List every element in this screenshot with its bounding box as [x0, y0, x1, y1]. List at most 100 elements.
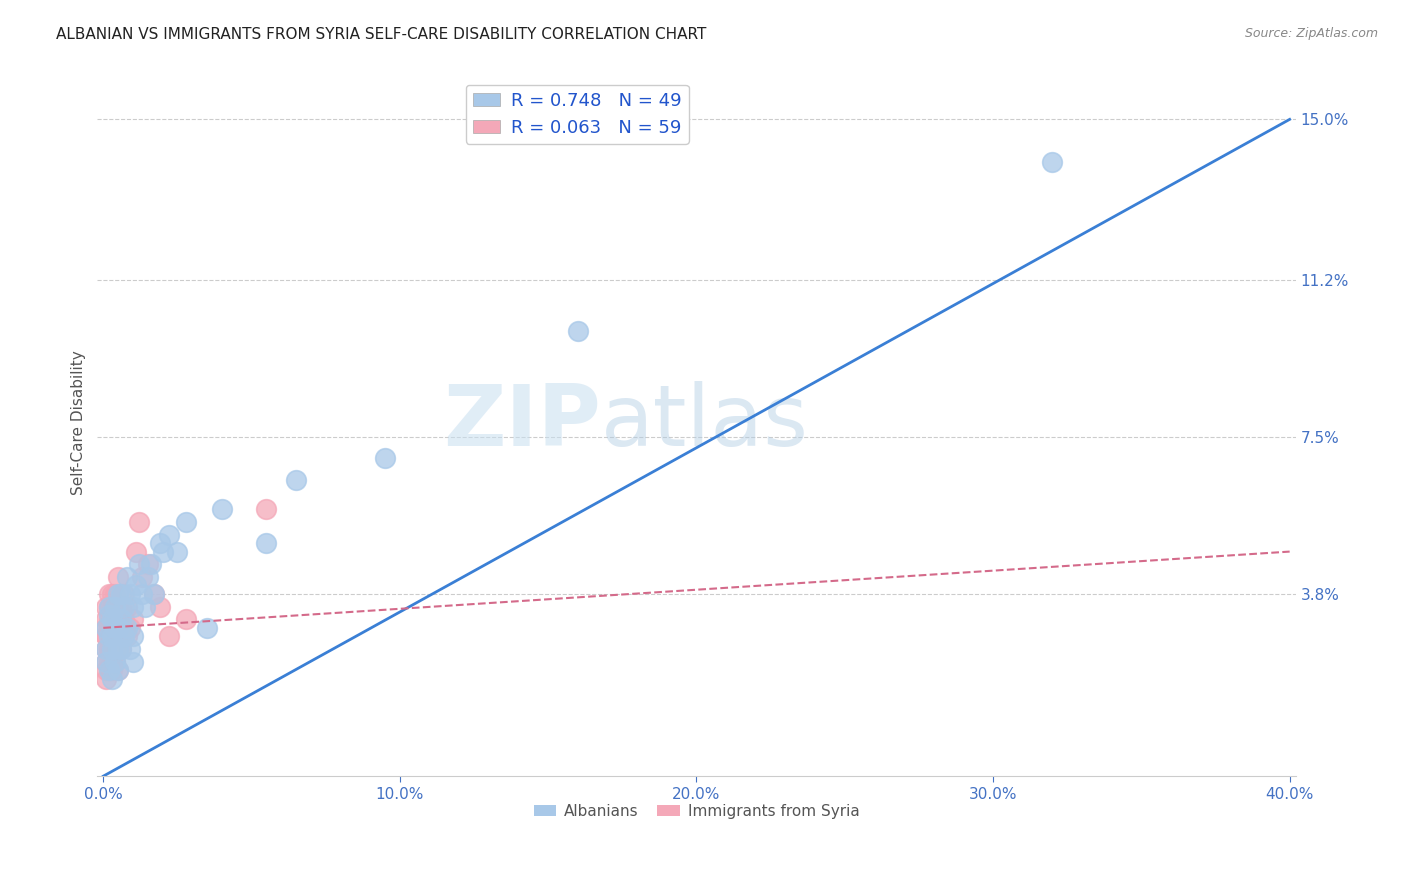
Text: Source: ZipAtlas.com: Source: ZipAtlas.com — [1244, 27, 1378, 40]
Point — [374, 451, 396, 466]
Point — [104, 599, 127, 614]
Point — [112, 629, 135, 643]
Point — [104, 655, 127, 669]
Point — [101, 587, 124, 601]
Point — [110, 612, 132, 626]
Point — [115, 629, 138, 643]
Point — [107, 663, 129, 677]
Text: atlas: atlas — [600, 381, 808, 464]
Point — [98, 663, 121, 677]
Point — [122, 655, 145, 669]
Point — [107, 570, 129, 584]
Point — [98, 621, 121, 635]
Point — [104, 621, 127, 635]
Point — [107, 587, 129, 601]
Point — [104, 612, 127, 626]
Point — [98, 612, 121, 626]
Point — [152, 544, 174, 558]
Point — [107, 629, 129, 643]
Point — [107, 642, 129, 657]
Point — [122, 599, 145, 614]
Point — [101, 629, 124, 643]
Point — [149, 599, 172, 614]
Point — [98, 599, 121, 614]
Point — [122, 629, 145, 643]
Point — [112, 612, 135, 626]
Point — [98, 599, 121, 614]
Point — [115, 621, 138, 635]
Point — [101, 642, 124, 657]
Point — [98, 663, 121, 677]
Point — [195, 621, 218, 635]
Point — [128, 515, 150, 529]
Point — [110, 642, 132, 657]
Point — [139, 558, 162, 572]
Point — [112, 599, 135, 614]
Point — [254, 502, 277, 516]
Point — [118, 587, 141, 601]
Point — [104, 587, 127, 601]
Point — [98, 642, 121, 657]
Point — [104, 655, 127, 669]
Point — [104, 599, 127, 614]
Point — [142, 587, 165, 601]
Point — [166, 544, 188, 558]
Point — [101, 655, 124, 669]
Point — [101, 672, 124, 686]
Point — [104, 629, 127, 643]
Point — [101, 621, 124, 635]
Point — [101, 612, 124, 626]
Point — [176, 515, 198, 529]
Point — [149, 536, 172, 550]
Point — [115, 570, 138, 584]
Point — [96, 621, 118, 635]
Point — [136, 570, 159, 584]
Point — [98, 642, 121, 657]
Point — [110, 599, 132, 614]
Legend: Albanians, Immigrants from Syria: Albanians, Immigrants from Syria — [527, 798, 866, 825]
Point — [125, 578, 148, 592]
Point — [122, 612, 145, 626]
Point — [101, 612, 124, 626]
Point — [254, 536, 277, 550]
Point — [98, 629, 121, 643]
Point — [96, 663, 118, 677]
Point — [128, 558, 150, 572]
Point — [107, 612, 129, 626]
Point — [96, 655, 118, 669]
Point — [157, 527, 180, 541]
Point — [110, 621, 132, 635]
Point — [176, 612, 198, 626]
Point — [101, 642, 124, 657]
Point — [98, 655, 121, 669]
Point — [134, 599, 156, 614]
Point — [118, 621, 141, 635]
Point — [96, 642, 118, 657]
Point — [115, 599, 138, 614]
Text: ALBANIAN VS IMMIGRANTS FROM SYRIA SELF-CARE DISABILITY CORRELATION CHART: ALBANIAN VS IMMIGRANTS FROM SYRIA SELF-C… — [56, 27, 707, 42]
Text: ZIP: ZIP — [443, 381, 600, 464]
Point — [96, 629, 118, 643]
Point — [96, 655, 118, 669]
Point — [101, 629, 124, 643]
Point — [96, 642, 118, 657]
Point — [104, 621, 127, 635]
Point — [142, 587, 165, 601]
Point — [131, 587, 153, 601]
Point — [110, 587, 132, 601]
Point — [96, 612, 118, 626]
Point — [96, 621, 118, 635]
Point — [96, 629, 118, 643]
Point — [104, 642, 127, 657]
Point — [101, 629, 124, 643]
Point — [98, 608, 121, 623]
Point — [110, 642, 132, 657]
Y-axis label: Self-Care Disability: Self-Care Disability — [72, 350, 86, 495]
Point — [96, 599, 118, 614]
Point — [107, 599, 129, 614]
Point — [101, 663, 124, 677]
Point — [125, 544, 148, 558]
Point — [136, 558, 159, 572]
Point — [101, 599, 124, 614]
Point — [211, 502, 233, 516]
